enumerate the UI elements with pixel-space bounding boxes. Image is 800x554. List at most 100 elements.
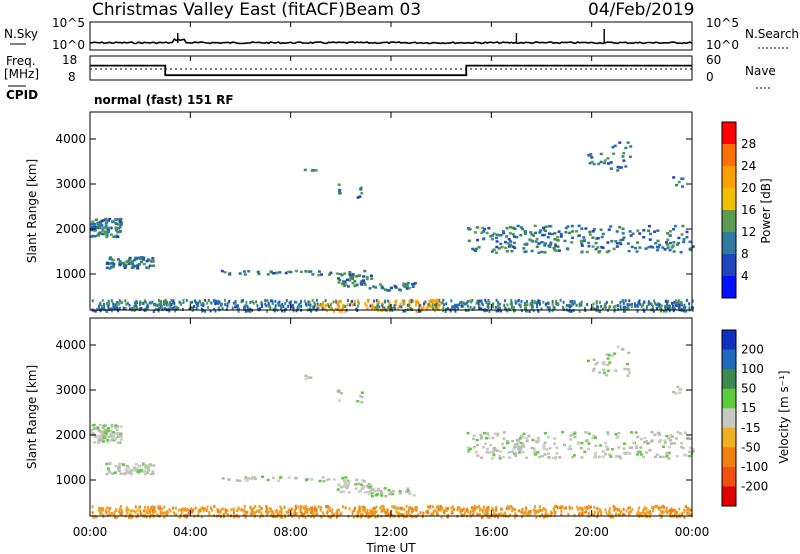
heatmap-cell bbox=[535, 237, 539, 241]
heatmap-cell bbox=[476, 299, 479, 303]
heatmap-cell bbox=[553, 442, 557, 445]
heatmap-cell bbox=[465, 508, 468, 512]
heatmap-cell bbox=[402, 282, 406, 285]
heatmap-cell bbox=[635, 304, 638, 307]
heatmap-cell bbox=[560, 513, 563, 517]
heatmap-cell bbox=[375, 510, 378, 514]
heatmap-cell bbox=[529, 512, 532, 516]
heatmap-cell bbox=[347, 491, 351, 494]
heatmap-cell bbox=[674, 299, 677, 303]
heatmap-cell bbox=[457, 306, 460, 310]
heatmap-cell bbox=[668, 248, 672, 252]
heatmap-cell bbox=[430, 298, 433, 302]
heatmap-cell bbox=[570, 236, 574, 239]
heatmap-cell bbox=[638, 246, 642, 249]
heatmap-cell bbox=[92, 309, 95, 313]
heatmap-cell bbox=[476, 505, 479, 509]
heatmap-cell bbox=[615, 242, 619, 245]
heatmap-cell bbox=[337, 183, 341, 186]
heatmap-cell bbox=[371, 491, 375, 495]
heatmap-cell bbox=[122, 306, 125, 310]
heatmap-cell bbox=[356, 196, 360, 199]
heatmap-cell bbox=[643, 440, 646, 444]
heatmap-cell bbox=[662, 445, 666, 448]
heatmap-cell bbox=[680, 301, 683, 305]
heatmap-cell bbox=[473, 306, 476, 310]
heatmap-cell bbox=[159, 507, 162, 511]
heatmap-cell bbox=[108, 302, 111, 306]
heatmap-cell bbox=[542, 507, 545, 511]
heatmap-cell bbox=[506, 309, 509, 313]
heatmap-cell bbox=[119, 512, 122, 516]
heatmap-cell bbox=[393, 304, 396, 308]
heatmap-cell bbox=[332, 478, 336, 481]
heatmap-cell bbox=[639, 453, 643, 456]
heatmap-cell bbox=[672, 228, 675, 231]
heatmap-cell bbox=[531, 299, 534, 303]
heatmap-cell bbox=[515, 438, 519, 442]
heatmap-cell bbox=[295, 512, 298, 516]
heatmap-cell bbox=[667, 451, 671, 455]
heatmap-cell bbox=[369, 484, 373, 487]
heatmap-cell bbox=[674, 307, 677, 311]
heatmap-cell bbox=[160, 300, 163, 304]
heatmap-cell bbox=[662, 510, 665, 514]
heatmap-cell bbox=[624, 305, 627, 309]
heatmap-cell bbox=[260, 506, 263, 510]
heatmap-cell bbox=[601, 450, 605, 453]
heatmap-cell bbox=[458, 506, 460, 510]
heatmap-cell bbox=[120, 300, 123, 304]
heatmap-cell bbox=[645, 507, 648, 511]
heatmap-cell bbox=[101, 232, 104, 235]
heatmap-cell bbox=[147, 469, 151, 472]
heatmap-cell bbox=[364, 302, 367, 306]
heatmap-cell bbox=[541, 508, 544, 512]
heatmap-cell bbox=[546, 435, 550, 439]
heatmap-cell bbox=[339, 273, 343, 276]
heatmap-cell bbox=[321, 511, 324, 515]
heatmap-cell bbox=[422, 305, 425, 309]
heatmap-cell bbox=[275, 271, 279, 275]
heatmap-cell bbox=[472, 506, 475, 510]
heatmap-cell bbox=[512, 447, 516, 451]
heatmap-cell bbox=[594, 451, 598, 455]
heatmap-cell bbox=[344, 506, 347, 510]
heatmap-cell bbox=[226, 302, 229, 306]
heatmap-cell bbox=[612, 515, 615, 519]
nsky-tick-lo: 10^0 bbox=[52, 38, 85, 52]
heatmap-cell bbox=[405, 287, 409, 290]
heatmap-cell bbox=[354, 487, 358, 490]
heatmap-cell bbox=[590, 160, 594, 164]
heatmap-cell bbox=[587, 241, 591, 245]
heatmap-cell bbox=[109, 432, 113, 436]
heatmap-cell bbox=[547, 301, 550, 305]
heatmap-cell bbox=[343, 284, 347, 288]
heatmap-cell bbox=[319, 507, 322, 511]
heatmap-cell bbox=[534, 231, 538, 235]
heatmap-cell bbox=[99, 430, 103, 434]
heatmap-cell bbox=[99, 438, 102, 442]
heatmap-cell bbox=[91, 220, 95, 223]
heatmap-cell bbox=[599, 310, 602, 313]
heatmap-cell bbox=[383, 306, 386, 310]
heatmap-cell bbox=[587, 432, 591, 435]
heatmap-cell bbox=[588, 161, 592, 165]
heatmap-cell bbox=[335, 307, 338, 311]
heatmap-cell bbox=[552, 305, 555, 309]
heatmap-cell bbox=[304, 377, 308, 381]
heatmap-cell bbox=[627, 303, 630, 307]
heatmap-cell bbox=[123, 472, 127, 476]
heatmap-cell bbox=[368, 486, 372, 489]
heatmap-cell bbox=[247, 270, 251, 273]
heatmap-cell bbox=[507, 238, 511, 241]
heatmap-cell bbox=[139, 511, 142, 515]
heatmap-cell bbox=[591, 369, 595, 372]
heatmap-cell bbox=[340, 485, 344, 489]
heatmap-cell bbox=[639, 437, 643, 441]
colorbar-tick-label: 4 bbox=[741, 269, 749, 283]
heatmap-cell bbox=[246, 306, 249, 310]
heatmap-cell bbox=[628, 155, 632, 159]
heatmap-cell bbox=[315, 298, 318, 302]
heatmap-cell bbox=[559, 298, 562, 302]
heatmap-cell bbox=[637, 509, 640, 513]
